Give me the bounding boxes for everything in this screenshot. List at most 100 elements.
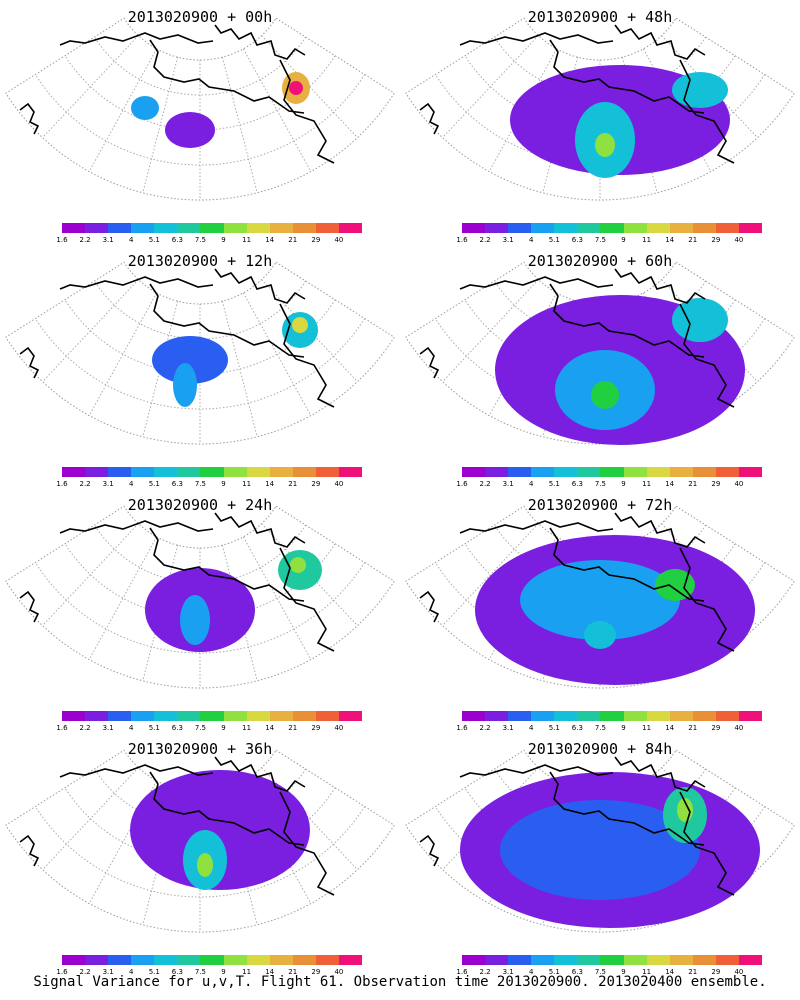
colorbar-segment: [485, 955, 509, 965]
colorbar-segment: [692, 711, 716, 721]
colorbar-label: 5.1: [548, 480, 560, 488]
colorbar-label: 40: [334, 724, 344, 732]
colorbar-label: 2.2: [79, 480, 91, 488]
colorbar-segment: [669, 955, 693, 965]
coastline: [19, 102, 40, 135]
colorbar-segment: [531, 955, 555, 965]
colorbar-label: 9: [221, 236, 226, 244]
colorbar-label: 21: [288, 236, 298, 244]
variance-contour: [130, 770, 310, 890]
colorbar-label: 2.2: [479, 236, 491, 244]
colorbar-label: 6.3: [171, 968, 183, 976]
polar-map: [5, 749, 395, 933]
colorbar-segment: [154, 711, 178, 721]
colorbar-segment: [223, 467, 247, 477]
colorbar-segment: [338, 711, 363, 721]
colorbar-label: 11: [642, 968, 652, 976]
colorbar-segment: [531, 711, 555, 721]
polar-map: [5, 505, 395, 689]
colorbar-segment: [223, 711, 247, 721]
colorbar-segment: [177, 955, 201, 965]
colorbar-segment: [508, 955, 532, 965]
colorbar-segment: [246, 955, 270, 965]
colorbar-label: 9: [621, 968, 626, 976]
colorbar-segment: [269, 467, 293, 477]
variance-contour: [591, 381, 619, 409]
colorbar-segment: [485, 223, 509, 233]
colorbar-segment: [154, 223, 178, 233]
colorbar-label: 4: [128, 724, 134, 732]
map-panel: 2013020900 + 24h 1.6 2.2 3.1 4 5.1 6.3 7.5 9 11 14…: [0, 488, 400, 732]
panel-title: 2013020900 + 84h: [527, 740, 673, 758]
coastline: [149, 527, 305, 602]
colorbar-segment: [692, 467, 716, 477]
colorbar-label: 9: [221, 724, 226, 732]
colorbar-label: 2.2: [79, 968, 91, 976]
colorbar-segment: [508, 223, 532, 233]
colorbar-label: 21: [288, 480, 298, 488]
colorbar-segment: [715, 711, 739, 721]
longitude-line: [442, 767, 539, 871]
colorbar-segment: [669, 467, 693, 477]
variance-contour: [152, 336, 228, 384]
colorbar-segment: [738, 955, 763, 965]
colorbar-segment: [246, 467, 270, 477]
colorbar-segment: [108, 711, 132, 721]
map-panel: 2013020900 + 48h 1.6 2.2 3.1 4 5.1 6.3 7.5 9 11 14…: [400, 0, 800, 244]
polar-map: [405, 749, 795, 933]
variance-contour: [520, 560, 680, 640]
longitude-line: [242, 536, 312, 660]
latitude-line: [94, 36, 306, 96]
colorbar-label: 5.1: [548, 968, 560, 976]
longitude-line: [261, 35, 358, 139]
coastline: [614, 24, 706, 60]
figure-caption: Signal Variance for u,v,T. Flight 61. Ob…: [33, 974, 767, 990]
variance-contour: [180, 595, 210, 645]
colorbar-label: 14: [265, 968, 275, 976]
colorbar-label: 1.6: [56, 236, 68, 244]
colorbar-segment: [646, 467, 670, 477]
colorbar-segment: [85, 955, 109, 965]
colorbar-label: 4: [128, 480, 134, 488]
colorbar-segment: [600, 711, 624, 721]
panel-title: 2013020900 + 36h: [127, 740, 273, 758]
variance-contour: [131, 96, 159, 120]
colorbar-segment: [62, 955, 86, 965]
colorbar-label: 7.5: [194, 968, 207, 976]
colorbar-segment: [292, 223, 316, 233]
colorbar-segment: [715, 467, 739, 477]
colorbar-segment: [623, 955, 647, 965]
colorbar-label: 5.1: [148, 724, 160, 732]
colorbar-label: 29: [711, 724, 721, 732]
colorbar-segment: [315, 711, 339, 721]
colorbar-label: 14: [665, 480, 675, 488]
colorbar-label: 14: [265, 724, 275, 732]
longitude-line: [88, 536, 158, 660]
panel-title: 2013020900 + 12h: [127, 252, 273, 270]
longitude-line: [142, 545, 179, 681]
colorbar: [462, 955, 763, 965]
colorbar-segment: [200, 955, 224, 965]
colorbar-segment: [315, 467, 339, 477]
coastline: [419, 346, 440, 379]
colorbar-segment: [738, 223, 763, 233]
map-panel: 2013020900 + 84h 1.6 2.2 3.1 4 5.1 6.3 7.5 9 11 14…: [400, 732, 800, 976]
colorbar-label: 14: [265, 236, 275, 244]
longitude-line: [221, 57, 258, 193]
polar-map: [405, 505, 795, 689]
colorbar-segment: [108, 223, 132, 233]
coastline: [549, 771, 705, 846]
coastline: [679, 547, 735, 652]
colorbar-segment: [315, 223, 339, 233]
colorbar-label: 3.1: [502, 236, 514, 244]
variance-contour: [584, 621, 616, 649]
coastline: [149, 39, 305, 114]
colorbar-label: 5.1: [148, 236, 160, 244]
colorbar-segment: [600, 223, 624, 233]
colorbar-label: 2.2: [479, 968, 491, 976]
colorbar-label: 4: [128, 236, 134, 244]
variance-contour: [500, 800, 700, 900]
colorbar-segment: [554, 223, 578, 233]
colorbar-label: 6.3: [571, 724, 583, 732]
graticule-boundary: [5, 261, 395, 445]
